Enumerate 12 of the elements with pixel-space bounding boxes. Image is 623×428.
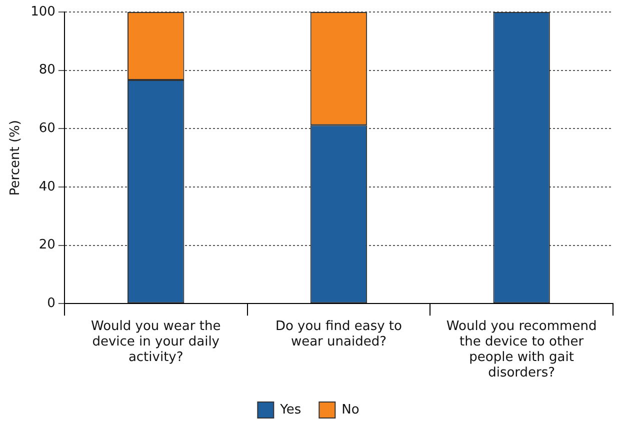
legend-label: No [342, 402, 360, 418]
y-tick-label: 0 [47, 296, 56, 311]
x-tick-label: Do you find easy to wear unaided? [275, 318, 402, 350]
y-tick-label: 80 [38, 62, 56, 78]
x-tick-label: Would you wear the device in your daily activity? [90, 318, 221, 365]
legend-label: Yes [279, 402, 302, 418]
x-tick-label: Would you recommend the device to other people with gait disorders? [446, 318, 597, 381]
y-tick-label: 40 [38, 179, 56, 194]
y-tick-label: 20 [38, 238, 56, 253]
y-tick-label: 100 [30, 4, 56, 20]
y-tick-label: 60 [38, 121, 56, 136]
y-axis-title: Percent (%) [8, 120, 24, 196]
